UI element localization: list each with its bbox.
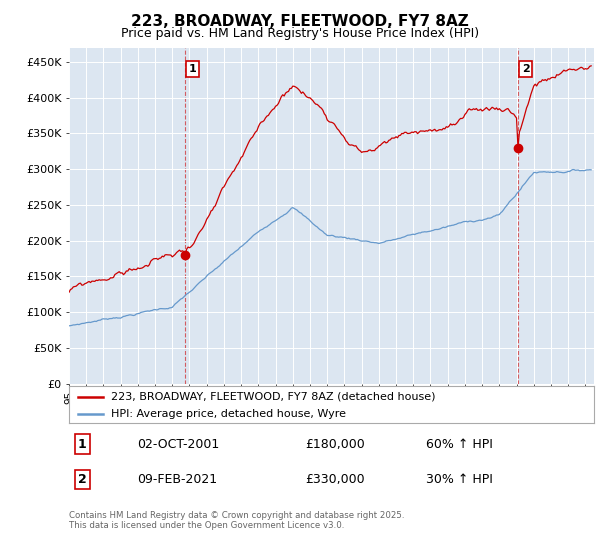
Text: £330,000: £330,000: [305, 473, 365, 486]
Text: 223, BROADWAY, FLEETWOOD, FY7 8AZ (detached house): 223, BROADWAY, FLEETWOOD, FY7 8AZ (detac…: [111, 391, 436, 402]
Text: Contains HM Land Registry data © Crown copyright and database right 2025.
This d: Contains HM Land Registry data © Crown c…: [69, 511, 404, 530]
Text: 2: 2: [78, 473, 86, 486]
Text: 1: 1: [78, 437, 86, 451]
Text: 09-FEB-2021: 09-FEB-2021: [137, 473, 217, 486]
Text: 2: 2: [522, 64, 529, 74]
Text: 02-OCT-2001: 02-OCT-2001: [137, 437, 220, 451]
Text: 1: 1: [188, 64, 196, 74]
Text: £180,000: £180,000: [305, 437, 365, 451]
Text: 30% ↑ HPI: 30% ↑ HPI: [426, 473, 493, 486]
Text: 60% ↑ HPI: 60% ↑ HPI: [426, 437, 493, 451]
Text: HPI: Average price, detached house, Wyre: HPI: Average price, detached house, Wyre: [111, 409, 346, 419]
Text: 223, BROADWAY, FLEETWOOD, FY7 8AZ: 223, BROADWAY, FLEETWOOD, FY7 8AZ: [131, 14, 469, 29]
Text: Price paid vs. HM Land Registry's House Price Index (HPI): Price paid vs. HM Land Registry's House …: [121, 27, 479, 40]
